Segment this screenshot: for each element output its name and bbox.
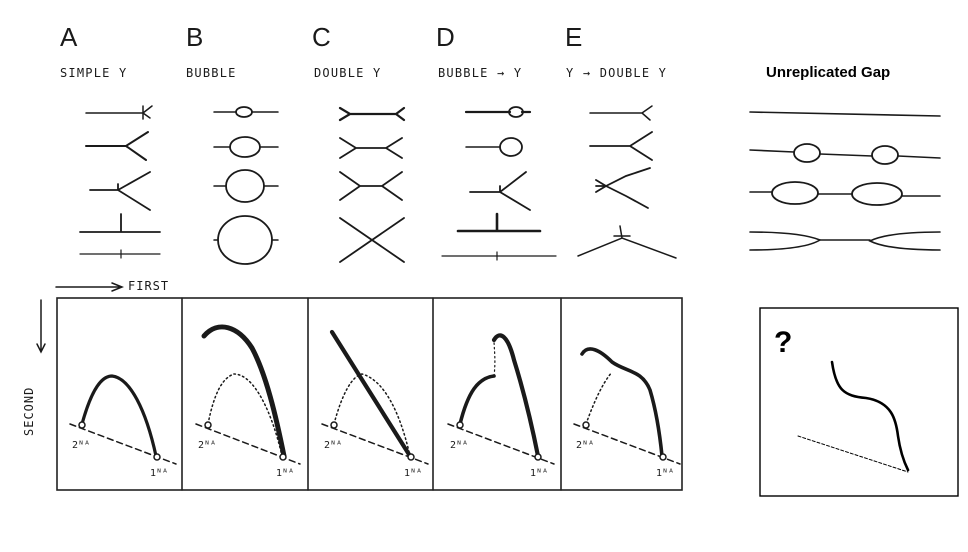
replication-intermediates-simple-y — [79, 105, 161, 259]
spot-label-1n-e: 1ᴺᴬ — [656, 468, 675, 479]
spot-label-1n-a: 1ᴺᴬ — [150, 468, 169, 479]
spot-label-2n-e: 2ᴺᴬ — [576, 440, 595, 451]
column-letter-b: B — [186, 22, 205, 52]
unreplicated-gap-title: Unreplicated Gap — [766, 64, 891, 81]
first-dimension-arrow — [55, 282, 125, 292]
gel-pattern-double-y — [321, 329, 429, 465]
gel-pattern-y-to-double-y — [573, 347, 681, 465]
column-letter-a: A — [60, 22, 79, 52]
second-dimension-label: SECOND — [22, 386, 36, 436]
gel-pattern-unreplicated-gap — [759, 307, 959, 497]
caption-double-y: DOUBLE Y — [314, 66, 382, 80]
spot-label-2n-d: 2ᴺᴬ — [450, 440, 469, 451]
replication-intermediates-bubble-to-y — [441, 106, 557, 261]
unknown-pattern-question-mark: ? — [774, 326, 793, 359]
gel-panels-frame — [56, 297, 683, 491]
first-dimension-label: FIRST — [128, 279, 170, 293]
spot-label-2n-b: 2ᴺᴬ — [198, 440, 217, 451]
column-letter-e: E — [565, 22, 584, 52]
caption-bubble-to-y: BUBBLE → Y — [438, 66, 523, 80]
gel-pattern-simple-y — [69, 374, 177, 465]
replication-intermediates-y-to-double-y — [577, 105, 677, 259]
spot-label-2n-c: 2ᴺᴬ — [324, 440, 343, 451]
spot-label-1n-d: 1ᴺᴬ — [530, 468, 549, 479]
caption-simple-y: SIMPLE Y — [60, 66, 128, 80]
caption-bubble: BUBBLE — [186, 66, 237, 80]
unreplicated-gap-intermediates — [749, 111, 941, 251]
spot-label-1n-c: 1ᴺᴬ — [404, 468, 423, 479]
replication-intermediates-double-y — [338, 106, 406, 263]
gel-pattern-bubble — [195, 324, 301, 465]
column-letter-d: D — [436, 22, 456, 52]
second-dimension-arrow — [36, 299, 46, 354]
caption-y-to-double-y: Y → DOUBLE Y — [566, 66, 668, 80]
spot-label-1n-b: 1ᴺᴬ — [276, 468, 295, 479]
spot-label-2n-a: 2ᴺᴬ — [72, 440, 91, 451]
column-letter-c: C — [312, 22, 332, 52]
replication-intermediates-bubble — [213, 106, 279, 265]
gel-pattern-bubble-to-y — [447, 333, 555, 465]
